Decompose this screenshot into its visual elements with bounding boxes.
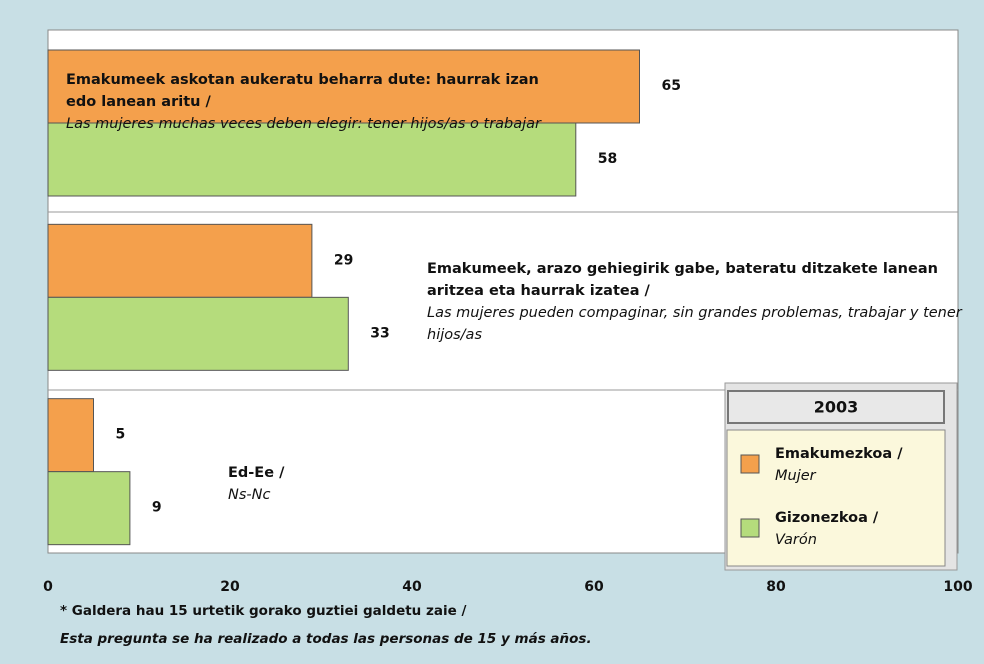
category-text: Ed-Ee / bbox=[228, 465, 285, 481]
legend-title: 2003 bbox=[814, 398, 859, 417]
x-tick-label: 80 bbox=[766, 579, 786, 595]
category-label: Ed-Ee / Ns-Nc bbox=[228, 462, 428, 506]
category-text: Emakumeek askotan aukeratu beharra dute:… bbox=[66, 72, 539, 110]
x-tick-label: 40 bbox=[402, 579, 422, 595]
category-text: Emakumeek, arazo gehiegirik gabe, batera… bbox=[427, 261, 938, 299]
bar bbox=[47, 49, 640, 124]
legend-swatch bbox=[740, 518, 760, 538]
legend-box bbox=[726, 429, 946, 567]
legend-entry: Gizonezkoa / Varón bbox=[775, 507, 945, 551]
category-translation: Las mujeres muchas veces deben elegir: t… bbox=[66, 116, 542, 132]
value-label: 65 bbox=[662, 78, 681, 94]
value-label: 5 bbox=[116, 427, 126, 443]
bar bbox=[47, 296, 349, 371]
value-label: 33 bbox=[370, 325, 389, 341]
category-translation: Ns-Nc bbox=[228, 487, 271, 503]
value-label: 58 bbox=[598, 151, 617, 167]
category-label: Emakumeek, arazo gehiegirik gabe, batera… bbox=[427, 258, 967, 346]
bar bbox=[47, 223, 313, 298]
category-label: Emakumeek askotan aukeratu beharra dute:… bbox=[66, 69, 566, 135]
value-label: 29 bbox=[334, 252, 353, 268]
legend-translation: Mujer bbox=[775, 468, 816, 484]
footnote-translation: Esta pregunta se ha realizado a todas la… bbox=[60, 631, 592, 647]
value-label: 9 bbox=[152, 500, 162, 516]
legend-translation: Varón bbox=[775, 532, 817, 548]
legend-title-box bbox=[727, 390, 945, 424]
legend-entry: Emakumezkoa / Mujer bbox=[775, 443, 945, 487]
footnote: * Galdera hau 15 urtetik gorako guztiei … bbox=[60, 603, 467, 619]
x-tick-label: 0 bbox=[43, 579, 53, 595]
x-tick-label: 60 bbox=[584, 579, 604, 595]
bar bbox=[47, 471, 131, 546]
x-tick-label: 20 bbox=[220, 579, 240, 595]
bar bbox=[47, 122, 577, 197]
legend-swatch bbox=[740, 454, 760, 474]
x-tick-label: 100 bbox=[943, 579, 972, 595]
category-translation: Las mujeres pueden compaginar, sin grand… bbox=[427, 305, 962, 343]
legend-label: Emakumezkoa / bbox=[775, 446, 903, 462]
legend-label: Gizonezkoa / bbox=[775, 510, 879, 526]
bar bbox=[47, 398, 94, 473]
